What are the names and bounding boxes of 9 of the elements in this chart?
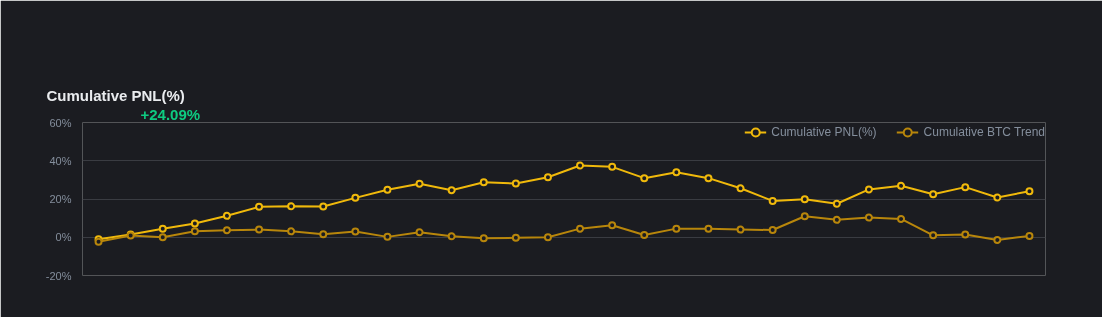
y-tick-label: 60% xyxy=(49,116,72,129)
annotation: +24.09% xyxy=(140,105,201,123)
y-tick-label: 20% xyxy=(49,193,72,205)
legend-label: Cumulative BTC Trend xyxy=(923,125,1045,139)
legend-label: Cumulative PNL(%) xyxy=(771,125,877,139)
chart-title: Cumulative PNL(%) xyxy=(46,86,185,104)
y-tick-label: 40% xyxy=(49,154,72,167)
y-tick-label: 0% xyxy=(55,231,72,244)
y-tick-label: -20% xyxy=(45,269,72,282)
